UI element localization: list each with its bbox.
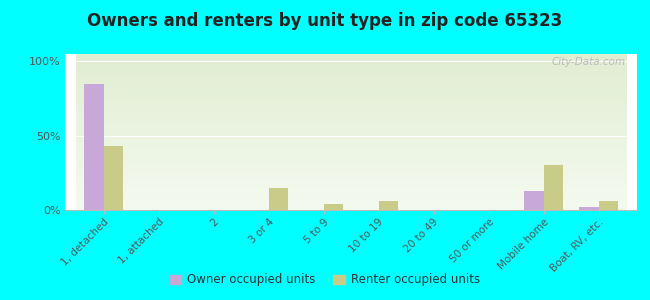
Bar — [378, 201, 398, 210]
Bar — [599, 201, 617, 210]
Bar — [268, 188, 288, 210]
Bar — [84, 84, 103, 210]
Legend: Owner occupied units, Renter occupied units: Owner occupied units, Renter occupied un… — [165, 269, 485, 291]
Text: Owners and renters by unit type in zip code 65323: Owners and renters by unit type in zip c… — [87, 12, 563, 30]
Bar — [103, 146, 123, 210]
Bar — [525, 191, 543, 210]
Bar — [324, 204, 343, 210]
Bar — [579, 207, 599, 210]
Text: City-Data.com: City-Data.com — [551, 57, 625, 67]
Bar — [543, 165, 563, 210]
